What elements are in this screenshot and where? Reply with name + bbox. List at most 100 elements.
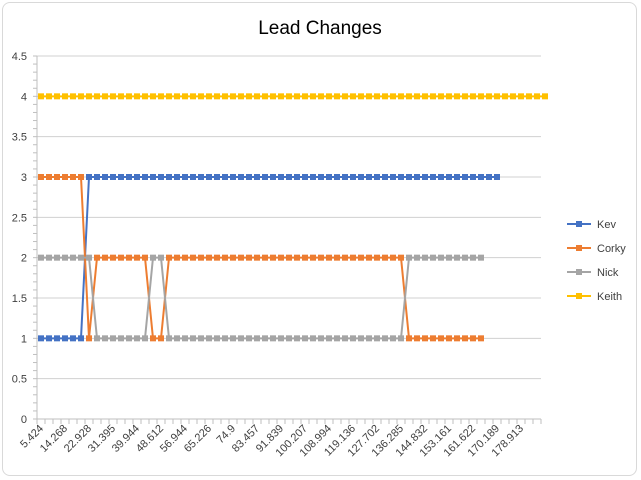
data-point	[46, 93, 52, 100]
data-point	[190, 335, 196, 342]
data-point	[182, 335, 188, 342]
data-point	[342, 93, 348, 100]
data-point	[190, 93, 196, 100]
data-point	[110, 174, 116, 180]
data-point	[518, 93, 524, 100]
data-point	[94, 93, 100, 100]
data-point	[390, 93, 396, 100]
data-point	[246, 254, 252, 261]
data-point	[366, 335, 372, 342]
data-point	[398, 93, 404, 100]
data-point	[294, 174, 300, 180]
data-point	[302, 93, 308, 100]
data-point	[102, 335, 108, 342]
data-point	[78, 93, 84, 100]
data-point	[182, 93, 188, 100]
data-point	[470, 335, 476, 342]
data-point	[214, 254, 220, 261]
data-point	[342, 254, 348, 261]
data-point	[358, 335, 364, 342]
data-point	[422, 335, 428, 342]
data-point	[494, 174, 500, 180]
data-point	[318, 254, 324, 261]
data-point	[430, 93, 436, 100]
data-point	[438, 174, 444, 180]
data-point	[182, 174, 188, 180]
data-point	[486, 174, 492, 180]
data-point	[174, 335, 180, 342]
data-point	[326, 93, 332, 100]
data-point	[446, 335, 452, 342]
series-corky	[38, 174, 484, 342]
data-point	[278, 174, 284, 180]
data-point	[94, 174, 100, 180]
legend-swatch-marker	[576, 221, 582, 227]
data-point	[150, 335, 156, 342]
legend-label: Kev	[597, 219, 616, 231]
data-point	[310, 174, 316, 180]
data-point	[230, 93, 236, 100]
data-point	[350, 174, 356, 180]
data-point	[470, 93, 476, 100]
data-point	[230, 254, 236, 261]
data-point	[374, 254, 380, 261]
data-point	[302, 174, 308, 180]
legend-item-keith: Keith	[567, 291, 622, 303]
data-point	[142, 254, 148, 261]
series-nick	[38, 254, 484, 342]
data-point	[414, 335, 420, 342]
data-point	[398, 254, 404, 261]
data-point	[270, 335, 276, 342]
data-point	[414, 174, 420, 180]
data-point	[470, 174, 476, 180]
data-point	[318, 174, 324, 180]
data-point	[350, 335, 356, 342]
data-point	[294, 254, 300, 261]
data-point	[262, 174, 268, 180]
data-point	[438, 93, 444, 100]
chart-title: Lead Changes	[258, 18, 382, 39]
data-point	[286, 254, 292, 261]
data-point	[222, 174, 228, 180]
data-point	[366, 254, 372, 261]
data-point	[70, 93, 76, 100]
y-tick-label: 4.5	[12, 51, 27, 63]
data-point	[382, 335, 388, 342]
chart-frame	[2, 2, 637, 476]
data-point	[422, 174, 428, 180]
data-point	[398, 174, 404, 180]
data-point	[126, 174, 132, 180]
data-point	[86, 335, 92, 342]
data-point	[358, 254, 364, 261]
data-point	[318, 335, 324, 342]
data-point	[182, 254, 188, 261]
data-point	[158, 174, 164, 180]
data-point	[454, 254, 460, 261]
data-point	[142, 174, 148, 180]
y-tick-label: 0	[21, 414, 27, 426]
x-tick-label: 65.226	[182, 423, 214, 455]
data-point	[262, 93, 268, 100]
data-point	[94, 335, 100, 342]
data-point	[94, 254, 100, 261]
data-point	[374, 335, 380, 342]
data-point	[238, 335, 244, 342]
data-point	[462, 335, 468, 342]
data-point	[134, 174, 140, 180]
data-point	[422, 254, 428, 261]
data-point	[54, 254, 60, 261]
legend-swatch-marker	[576, 245, 582, 251]
data-point	[326, 174, 332, 180]
data-point	[254, 254, 260, 261]
data-point	[406, 93, 412, 100]
legend-swatch-marker	[576, 269, 582, 275]
data-point	[374, 174, 380, 180]
data-point	[198, 174, 204, 180]
data-point	[118, 93, 124, 100]
data-point	[246, 335, 252, 342]
data-point	[414, 93, 420, 100]
data-point	[534, 93, 540, 100]
legend-swatch-marker	[576, 293, 582, 299]
data-point	[542, 93, 548, 100]
data-point	[390, 174, 396, 180]
